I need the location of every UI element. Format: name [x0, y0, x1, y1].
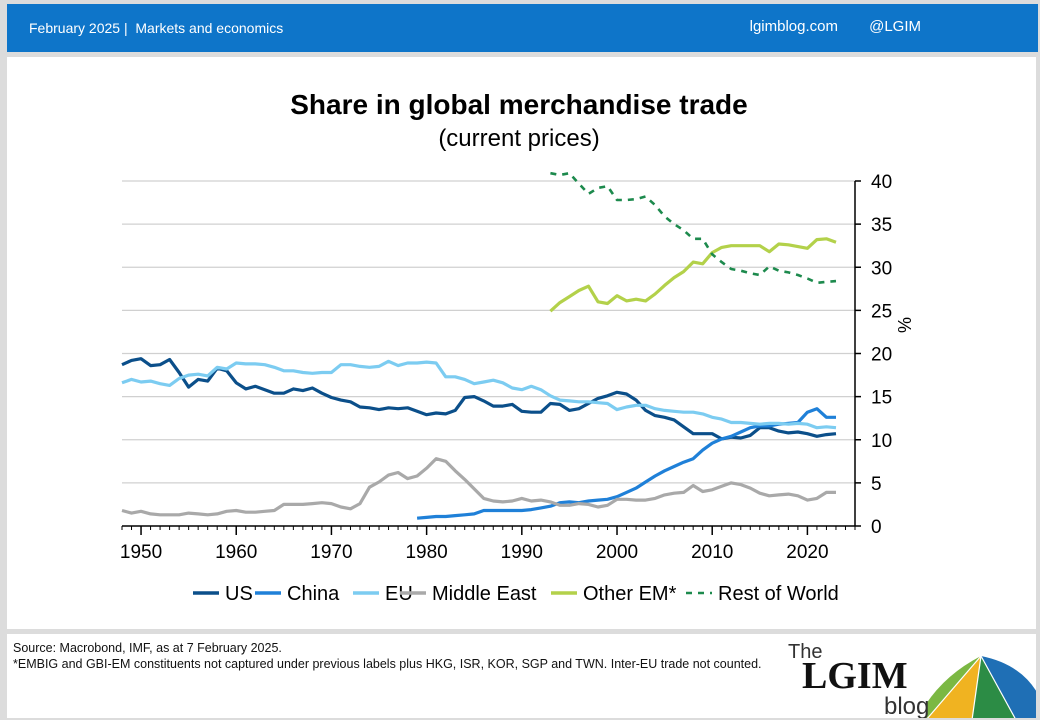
lgim-blog-logo: The LGIM blog — [788, 641, 1036, 718]
y-tick-label: 5 — [871, 474, 882, 495]
legend-label: China — [287, 583, 340, 605]
legend-label: Middle East — [432, 583, 537, 605]
x-tick-label: 1960 — [215, 542, 257, 563]
series-line-middle-east — [121, 457, 836, 517]
y-tick-label: 10 — [871, 431, 892, 452]
header-date-section: February 2025 | Markets and economics — [29, 20, 284, 36]
x-tick-label: 1970 — [310, 542, 352, 563]
legend-label: Other EM* — [583, 583, 677, 605]
header-section[interactable]: Markets and economics — [135, 20, 284, 36]
x-tick-label: 2000 — [596, 542, 638, 563]
x-axis: 1950 1960 1970 1980 1990 2000 2010 2020 — [120, 525, 856, 563]
umbrella-icon — [926, 655, 1036, 718]
logo-blog: blog — [884, 693, 929, 718]
grid — [122, 180, 861, 527]
series-lines — [121, 171, 837, 520]
y-tick-label: 35 — [871, 215, 892, 236]
chart-panel: Share in global merchandise trade (curre… — [7, 57, 1036, 629]
x-tick-label: 1950 — [120, 542, 162, 563]
y-tick-label: 40 — [871, 172, 892, 193]
footnote: *EMBIG and GBI-EM constituents not captu… — [13, 657, 762, 671]
x-tick-label: 2020 — [786, 542, 828, 563]
legend-label: US — [225, 583, 253, 605]
line-chart: Share in global merchandise trade (curre… — [120, 89, 915, 605]
chart-subtitle: (current prices) — [438, 125, 599, 152]
logo-name: LGIM — [802, 655, 908, 697]
series-line-china — [416, 407, 836, 520]
header-bar: February 2025 | Markets and economics lg… — [7, 4, 1038, 52]
y-axis-label: % — [895, 317, 915, 333]
x-tick-label: 2010 — [691, 542, 733, 563]
chart-title: Share in global merchandise trade — [290, 89, 747, 120]
series-line-us — [121, 357, 837, 441]
y-tick-label: 25 — [871, 301, 892, 322]
x-tick-label: 1980 — [405, 542, 447, 563]
logo-the: The — [788, 641, 822, 663]
y-tick-label: 20 — [871, 345, 892, 366]
footer: Source: Macrobond, IMF, as at 7 February… — [7, 634, 1036, 718]
y-tick-label: 0 — [871, 517, 882, 538]
footer-notes: Source: Macrobond, IMF, as at 7 February… — [13, 640, 773, 672]
series-line-eu — [121, 359, 837, 430]
header-handle[interactable]: @LGIM — [869, 18, 921, 35]
legend: US China EU Middle East Other EM* Rest of Wor… — [193, 583, 839, 605]
y-tick-labels: 0 5 10 15 20 25 30 35 40 — [871, 172, 892, 538]
source-note: Source: Macrobond, IMF, as at 7 February… — [13, 641, 282, 655]
legend-label: EU — [385, 583, 413, 605]
y-tick-label: 15 — [871, 388, 892, 409]
header-site[interactable]: lgimblog.com — [749, 18, 838, 35]
series-line-rest-of-world — [550, 171, 837, 285]
x-tick-label: 1990 — [501, 542, 543, 563]
series-line-other-em — [549, 237, 837, 313]
legend-label: Rest of World — [718, 583, 839, 605]
y-tick-label: 30 — [871, 258, 892, 279]
header-date: February 2025 — [29, 20, 121, 36]
